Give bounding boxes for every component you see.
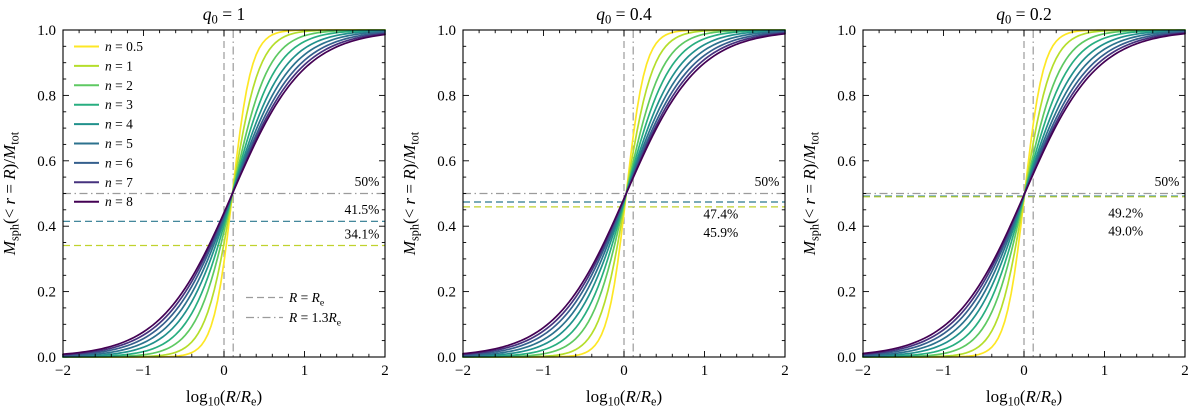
y-axis-label: Msph(< r = R)/Mtot xyxy=(800,131,822,256)
x-tick-label: 0 xyxy=(620,363,628,379)
panel-q0-0-4: −2 −1 0 1 2 0.0 0.2 0.4 0.6 0.8 1.0 q0 = 0.4 log10(R… xyxy=(400,0,800,415)
annotation-34-1: 34.1% xyxy=(345,227,380,242)
y-tick-label: 0.2 xyxy=(437,285,456,301)
y-tick-label: 0.4 xyxy=(37,219,56,235)
annotation-50: 50% xyxy=(755,174,780,189)
legend-label-n-1: n = 1 xyxy=(105,58,133,73)
y-tick-label: 0.8 xyxy=(37,88,56,104)
y-tick-label: 0.4 xyxy=(437,219,456,235)
legend-label-r-1-3re: R = 1.3Re xyxy=(288,310,341,329)
x-tick-label: 1 xyxy=(301,363,309,379)
x-tick-label: 2 xyxy=(381,363,389,379)
panel-q0-1: −2 −1 0 1 2 0.0 0.2 0.4 0.6 0.8 1.0 q0 = 1 log10(R/R… xyxy=(0,0,400,415)
chart-q0-0-4: −2 −1 0 1 2 0.0 0.2 0.4 0.6 0.8 1.0 q0 = 0.4 log10(R… xyxy=(400,4,789,409)
x-axis-label: log10(R/Re) xyxy=(986,387,1062,409)
y-tick-label: 0.0 xyxy=(37,350,56,366)
x-tick-label: 2 xyxy=(781,363,789,379)
y-tick-label: 0.2 xyxy=(837,285,856,301)
y-axis-label: Msph(< r = R)/Mtot xyxy=(400,131,422,256)
annotations: 50% 49.2% 49.0% xyxy=(1108,174,1179,239)
curve-n-4 xyxy=(62,29,386,358)
ticks xyxy=(862,29,1186,358)
x-tick-label: −2 xyxy=(455,363,471,379)
annotations: 50% 41.5% 34.1% xyxy=(345,174,380,242)
y-tick-label: 1.0 xyxy=(837,23,856,39)
y-tick-label: 0.0 xyxy=(837,350,856,366)
chart-q0-1: −2 −1 0 1 2 0.0 0.2 0.4 0.6 0.8 1.0 q0 = 1 log10(R/R… xyxy=(0,4,389,409)
legend-reference-radii: R = ReR = 1.3Re xyxy=(246,290,341,329)
y-tick-label: 0.0 xyxy=(437,350,456,366)
x-tick-label: 1 xyxy=(701,363,709,379)
legend-label-n-8: n = 8 xyxy=(105,194,133,209)
x-tick-label: −1 xyxy=(936,363,952,379)
x-tick-label: −1 xyxy=(536,363,552,379)
ticks xyxy=(462,29,786,358)
y-tick-label: 0.6 xyxy=(37,154,56,170)
curve-n-3 xyxy=(62,29,386,358)
annotation-49-0: 49.0% xyxy=(1108,224,1143,239)
legend-sersic-n: n = 0.5 n = 1 n = 2 n = 3 n = 4 n = 5 n = 6 n =… xyxy=(74,39,143,209)
legend-label-n-2: n = 2 xyxy=(105,78,133,93)
ticks xyxy=(62,29,386,358)
legend-label-n-3: n = 3 xyxy=(105,97,133,112)
x-tick-label: 0 xyxy=(220,363,228,379)
x-tick-label: 1 xyxy=(1101,363,1109,379)
x-axis-label: log10(R/Re) xyxy=(186,387,262,409)
y-tick-label: 0.6 xyxy=(837,154,856,170)
legend-label-n-6: n = 6 xyxy=(105,155,133,170)
annotation-41-5: 41.5% xyxy=(345,202,380,217)
y-tick-label: 1.0 xyxy=(437,23,456,39)
annotation-50: 50% xyxy=(1155,174,1180,189)
tick-labels: −2 −1 0 1 2 0.0 0.2 0.4 0.6 0.8 1.0 xyxy=(37,23,389,379)
x-tick-label: 2 xyxy=(1181,363,1189,379)
legend-label-n-7: n = 7 xyxy=(105,175,133,190)
y-tick-label: 0.4 xyxy=(837,219,856,235)
y-tick-label: 0.2 xyxy=(37,285,56,301)
panel-title: q0 = 0.4 xyxy=(596,4,652,27)
y-tick-label: 0.8 xyxy=(837,88,856,104)
chart-q0-0-2: −2 −1 0 1 2 0.0 0.2 0.4 0.6 0.8 1.0 q0 = 0.2 log10(R… xyxy=(800,4,1189,409)
x-tick-label: −2 xyxy=(55,363,71,379)
x-tick-label: −2 xyxy=(855,363,871,379)
annotation-49-2: 49.2% xyxy=(1108,205,1143,220)
annotation-50: 50% xyxy=(355,174,380,189)
curve-n-8 xyxy=(462,32,786,355)
y-tick-label: 0.6 xyxy=(437,154,456,170)
legend-label-n-4: n = 4 xyxy=(105,117,133,132)
panel-title: q0 = 0.2 xyxy=(996,4,1052,27)
x-tick-label: 0 xyxy=(1020,363,1028,379)
legend-label-n-0-5: n = 0.5 xyxy=(105,39,143,54)
reference-lines xyxy=(463,30,785,357)
y-axis-label: Msph(< r = R)/Mtot xyxy=(0,131,22,256)
curve-n-8 xyxy=(62,33,386,356)
y-tick-label: 1.0 xyxy=(37,23,56,39)
panel-q0-0-2: −2 −1 0 1 2 0.0 0.2 0.4 0.6 0.8 1.0 q0 = 0.2 log10(R… xyxy=(800,0,1200,415)
tick-labels: −2 −1 0 1 2 0.0 0.2 0.4 0.6 0.8 1.0 xyxy=(837,23,1189,379)
y-tick-label: 0.8 xyxy=(437,88,456,104)
x-axis-label: log10(R/Re) xyxy=(586,387,662,409)
legend-label-n-5: n = 5 xyxy=(105,136,133,151)
annotation-47-4: 47.4% xyxy=(703,206,738,221)
annotations: 50% 47.4% 45.9% xyxy=(703,174,779,240)
curve-n-8 xyxy=(862,32,1186,355)
annotation-45-9: 45.9% xyxy=(703,225,738,240)
tick-labels: −2 −1 0 1 2 0.0 0.2 0.4 0.6 0.8 1.0 xyxy=(437,23,789,379)
panel-title: q0 = 1 xyxy=(203,4,245,27)
legend-label-r-re: R = Re xyxy=(288,290,324,309)
x-tick-label: −1 xyxy=(136,363,152,379)
